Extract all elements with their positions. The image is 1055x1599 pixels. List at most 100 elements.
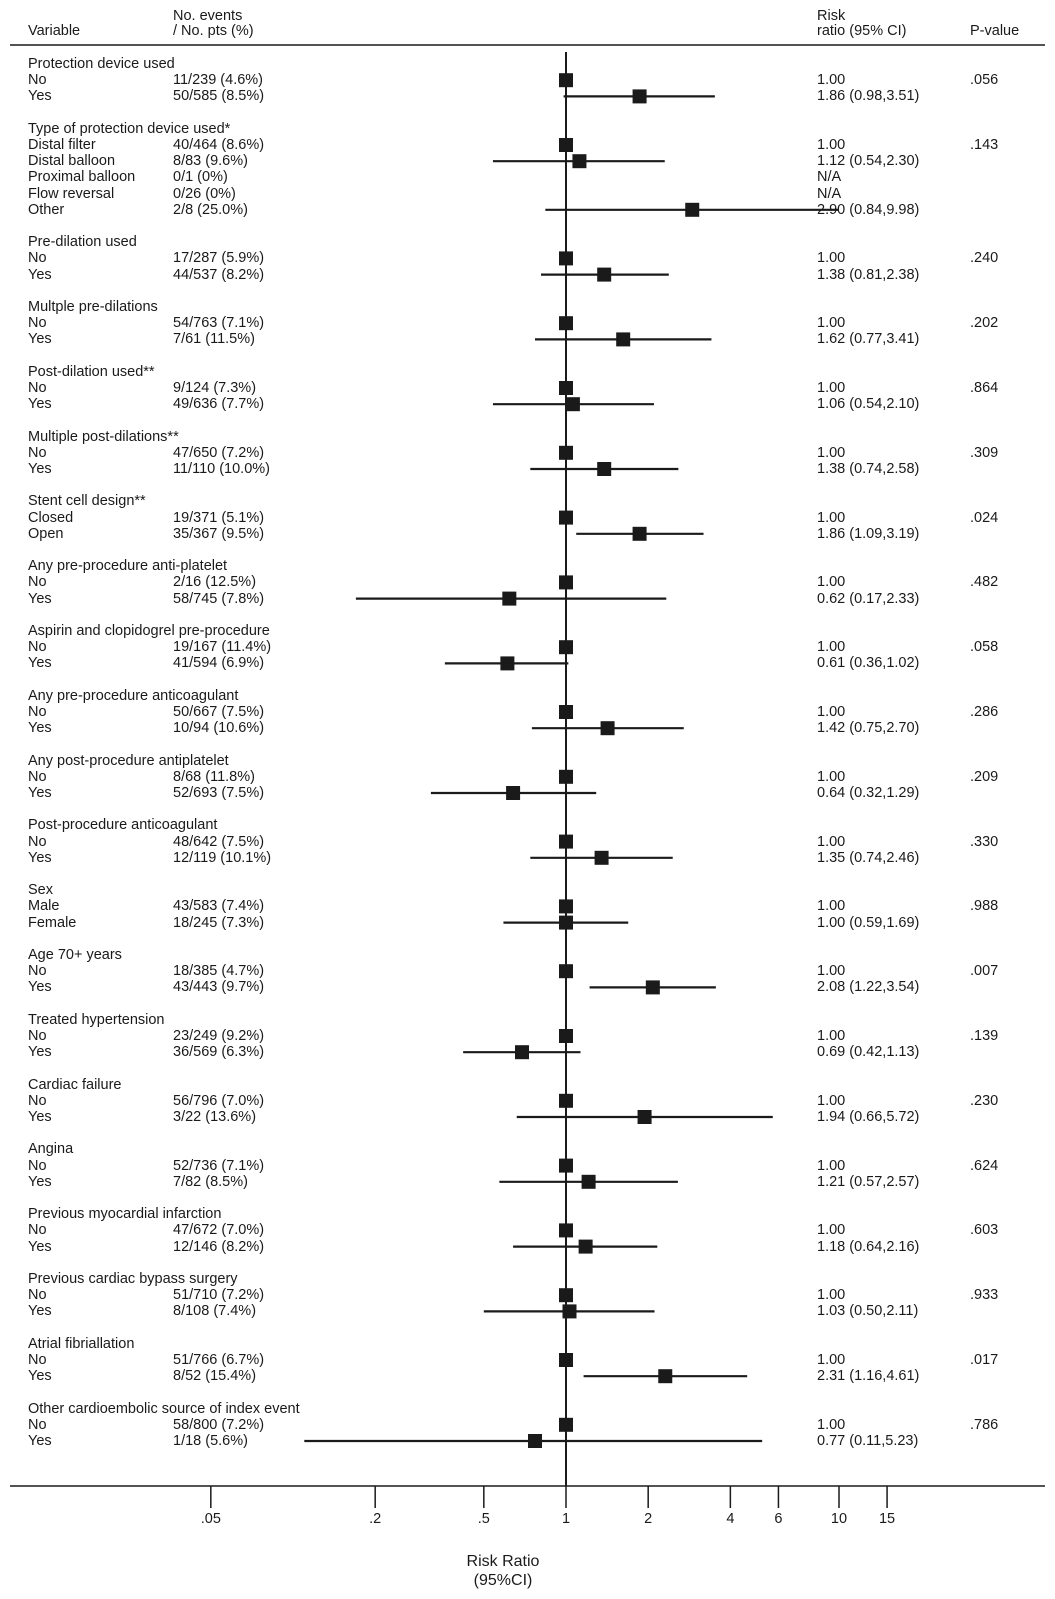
x-tick-label: 10 xyxy=(830,1511,848,1527)
x-tick-label: 1 xyxy=(561,1511,571,1527)
group-title: Type of protection device used* xyxy=(28,120,231,137)
row-risk-ratio: 1.00 xyxy=(817,1287,846,1304)
row-risk-ratio: 1.21 (0.57,2.57) xyxy=(817,1173,920,1190)
row-p-value: .482 xyxy=(970,574,999,591)
row-label: Yes xyxy=(28,590,52,607)
header-variable: Variable xyxy=(28,23,81,39)
row-events: 35/367 (9.5%) xyxy=(173,525,265,542)
row-p-value: .286 xyxy=(970,704,999,720)
row-events: 8/52 (15.4%) xyxy=(173,1368,257,1385)
row-risk-ratio: 1.00 xyxy=(817,509,846,526)
x-tick-label: 2 xyxy=(644,1511,653,1527)
row-events: 47/672 (7.0%) xyxy=(173,1222,265,1239)
row-events: 52/736 (7.1%) xyxy=(173,1157,265,1174)
group-title: Atrial fibriallation xyxy=(28,1335,135,1352)
point-estimate-marker xyxy=(600,721,615,736)
row-events: 10/94 (10.6%) xyxy=(173,720,265,737)
row-p-value: .230 xyxy=(970,1092,999,1109)
row-label: Yes xyxy=(28,266,52,283)
row-events: 1/18 (5.6%) xyxy=(173,1433,248,1449)
row-risk-ratio: 1.00 (0.59,1.69) xyxy=(817,914,920,931)
group-title: Any post-procedure antiplatelet xyxy=(28,752,229,769)
row-risk-ratio: 1.00 xyxy=(817,444,846,461)
row-events: 56/796 (7.0%) xyxy=(173,1092,265,1109)
row-risk-ratio: 1.00 xyxy=(817,898,846,915)
row-events: 12/146 (8.2%) xyxy=(173,1238,265,1255)
x-tick-label: 4 xyxy=(726,1511,735,1527)
row-events: 19/371 (5.1%) xyxy=(173,509,265,526)
row-risk-ratio: 1.00 xyxy=(817,639,846,656)
row-events: 36/569 (6.3%) xyxy=(173,1044,265,1061)
row-label: Yes xyxy=(28,1173,52,1190)
row-risk-ratio: 1.62 (0.77,3.41) xyxy=(817,331,920,348)
group-title: Post-dilation used** xyxy=(28,363,155,380)
row-risk-ratio: 2.08 (1.22,3.54) xyxy=(817,979,920,996)
point-estimate-marker xyxy=(565,397,580,412)
row-events: 43/583 (7.4%) xyxy=(173,898,265,915)
group-title: Sex xyxy=(28,882,53,899)
row-risk-ratio: 1.00 xyxy=(817,380,846,396)
point-estimate-marker xyxy=(506,786,521,800)
row-label: Yes xyxy=(28,1303,52,1320)
row-label: No xyxy=(28,833,47,850)
row-risk-ratio: 1.00 xyxy=(817,1352,846,1368)
row-label: Closed xyxy=(28,509,74,526)
row-events: 12/119 (10.1%) xyxy=(173,849,272,866)
x-tick-label: 15 xyxy=(878,1511,896,1527)
point-estimate-marker xyxy=(515,1045,530,1060)
header-rr-line1: Risk xyxy=(817,8,846,24)
group-title: Cardiac failure xyxy=(28,1076,122,1093)
header-pvalue: P-value xyxy=(970,23,1020,39)
row-label: Distal balloon xyxy=(28,153,116,170)
row-label: Yes xyxy=(28,331,52,348)
row-events: 41/594 (6.9%) xyxy=(173,655,265,672)
row-p-value: .309 xyxy=(970,444,999,461)
row-events: 11/239 (4.6%) xyxy=(173,72,264,89)
row-risk-ratio: 1.00 xyxy=(817,1028,846,1044)
row-p-value: .240 xyxy=(970,250,999,267)
group-title: Protection device used xyxy=(28,56,175,72)
row-risk-ratio: 1.00 xyxy=(817,574,846,591)
row-events: 18/385 (4.7%) xyxy=(173,963,265,980)
row-events: 23/249 (9.2%) xyxy=(173,1028,265,1044)
row-events: 7/82 (8.5%) xyxy=(173,1173,248,1190)
row-label: Yes xyxy=(28,396,52,413)
row-risk-ratio: 1.38 (0.74,2.58) xyxy=(817,461,920,477)
row-events: 11/110 (10.0%) xyxy=(173,461,270,477)
row-risk-ratio: 1.86 (1.09,3.19) xyxy=(817,525,920,542)
row-label: Yes xyxy=(28,979,52,996)
point-estimate-marker xyxy=(500,656,515,671)
row-events: 50/585 (8.5%) xyxy=(173,88,265,105)
group-title: Any pre-procedure anticoagulant xyxy=(28,687,239,704)
point-estimate-marker xyxy=(597,267,612,282)
row-risk-ratio: 1.00 xyxy=(817,1157,846,1174)
point-estimate-marker xyxy=(685,202,700,217)
row-label: Yes xyxy=(28,461,52,477)
point-estimate-marker xyxy=(632,89,647,104)
row-risk-ratio: 1.03 (0.50,2.11) xyxy=(817,1303,919,1320)
row-label: Male xyxy=(28,898,60,915)
row-risk-ratio: N/A xyxy=(817,185,842,202)
row-risk-ratio: 1.12 (0.54,2.30) xyxy=(817,153,920,170)
row-label: Yes xyxy=(28,1044,52,1061)
row-risk-ratio: 2.31 (1.16,4.61) xyxy=(817,1368,920,1385)
x-tick-label: 6 xyxy=(774,1511,783,1527)
row-events: 47/650 (7.2%) xyxy=(173,444,265,461)
row-risk-ratio: 1.00 xyxy=(817,137,846,153)
group-title: Other cardioembolic source of index even… xyxy=(28,1400,300,1417)
row-risk-ratio: 0.64 (0.32,1.29) xyxy=(817,785,920,801)
header-events-line1: No. events xyxy=(173,8,243,24)
row-risk-ratio: 1.94 (0.66,5.72) xyxy=(817,1109,920,1125)
row-risk-ratio: 1.00 xyxy=(817,704,846,720)
row-events: 48/642 (7.5%) xyxy=(173,833,265,850)
point-estimate-marker xyxy=(562,1304,577,1319)
row-p-value: .143 xyxy=(970,137,999,153)
header-rr-line2: ratio (95% CI) xyxy=(817,23,907,39)
row-label: No xyxy=(28,72,47,89)
row-label: Yes xyxy=(28,1433,52,1449)
row-events: 58/745 (7.8%) xyxy=(173,590,265,607)
point-estimate-marker xyxy=(502,591,517,606)
row-risk-ratio: 0.61 (0.36,1.02) xyxy=(817,655,920,672)
row-risk-ratio: 1.00 xyxy=(817,72,846,89)
row-label: Other xyxy=(28,201,65,218)
